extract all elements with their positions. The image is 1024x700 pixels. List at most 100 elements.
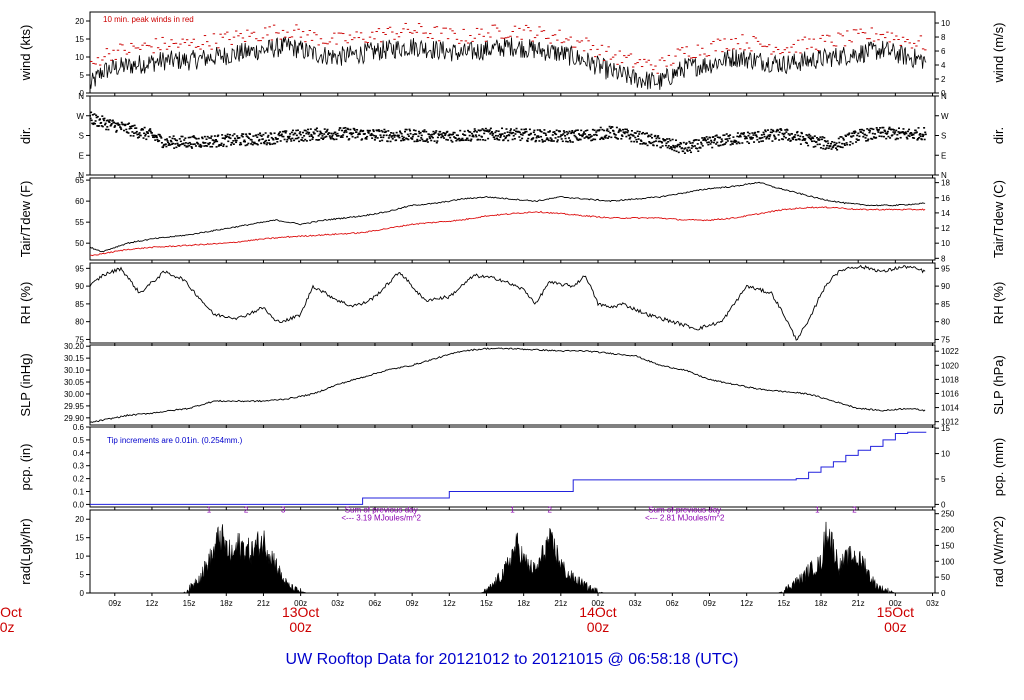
dir-point	[539, 130, 542, 133]
dir-point	[388, 134, 391, 136]
dir-point	[112, 121, 115, 124]
dir-point	[95, 114, 98, 117]
dir-point	[674, 145, 677, 147]
dir-point	[800, 132, 803, 135]
dir-point	[229, 137, 232, 140]
dir-point	[628, 134, 631, 137]
dir-point	[498, 139, 501, 141]
dir-point	[267, 139, 270, 142]
dir-point	[882, 135, 885, 138]
dir-point	[524, 130, 527, 133]
dir-point	[330, 132, 333, 135]
dir-point	[222, 145, 225, 148]
y-right-tick-label: 95	[941, 264, 950, 273]
dir-point	[613, 133, 616, 136]
dir-point	[541, 138, 544, 141]
dir-point	[709, 143, 712, 145]
dir-point	[172, 135, 175, 137]
dir-point	[899, 131, 902, 134]
dir-point	[250, 143, 253, 145]
dir-point	[172, 142, 175, 145]
dir-point	[788, 134, 791, 136]
dir-point	[803, 137, 806, 140]
dir-point	[841, 142, 844, 145]
dir-point	[584, 130, 587, 132]
dir-point	[233, 137, 236, 140]
dir-point	[482, 138, 485, 141]
dir-point	[231, 141, 234, 144]
dir-point	[430, 135, 433, 138]
dir-point	[661, 141, 664, 144]
dir-point	[725, 133, 728, 135]
dir-point	[254, 142, 257, 145]
y-axis-label-right: rad (W/m^2)	[991, 516, 1006, 587]
dir-point	[184, 142, 187, 144]
x-tick-label: 03z	[629, 599, 642, 608]
dir-point	[793, 136, 796, 138]
dir-point	[779, 128, 782, 130]
dir-point	[645, 132, 648, 135]
dir-point	[823, 136, 826, 139]
dir-point	[888, 126, 891, 129]
dir-point	[199, 143, 202, 146]
dir-point	[358, 132, 361, 135]
dir-point	[535, 136, 538, 139]
dir-point	[548, 130, 551, 132]
dir-point	[90, 119, 93, 122]
dir-point	[269, 143, 272, 146]
dir-point	[667, 140, 670, 143]
dir-point	[812, 137, 815, 140]
dir-point	[882, 126, 885, 129]
dir-point	[508, 131, 511, 134]
dir-point	[850, 136, 853, 138]
dir-point	[204, 142, 207, 144]
dir-point	[451, 133, 454, 136]
dir-point	[659, 146, 662, 149]
dir-point	[589, 136, 592, 138]
dir-point	[614, 134, 617, 136]
dir-point	[398, 130, 401, 133]
dir-point	[333, 138, 336, 141]
dir-point	[215, 139, 218, 141]
dir-point	[173, 138, 176, 140]
dir-point	[452, 131, 455, 134]
dir-point	[129, 125, 132, 128]
dir-point	[262, 141, 265, 144]
dir-point	[301, 131, 304, 134]
dir-point	[720, 138, 723, 140]
dir-point	[730, 140, 733, 143]
dir-point	[775, 130, 778, 133]
dir-point	[500, 133, 503, 136]
dir-point	[335, 138, 338, 141]
dir-point	[550, 140, 553, 142]
dir-point	[576, 129, 579, 131]
dir-point	[436, 140, 439, 142]
dir-point	[517, 130, 520, 133]
dir-point	[546, 138, 549, 141]
dir-point	[706, 141, 709, 144]
dir-point	[638, 133, 641, 135]
dir-point	[124, 124, 127, 127]
dir-point	[832, 146, 835, 148]
dir-point	[790, 133, 793, 135]
dir-point	[665, 142, 668, 145]
dir-point	[232, 140, 235, 142]
dir-point	[672, 144, 675, 147]
dir-point	[594, 138, 597, 141]
dir-point	[157, 133, 160, 136]
dir-point	[419, 139, 422, 142]
dir-point	[303, 129, 306, 132]
dir-point	[919, 135, 922, 138]
dir-point	[271, 137, 274, 140]
dir-point	[853, 132, 856, 135]
dir-point	[466, 137, 469, 140]
dir-point	[298, 140, 301, 143]
dir-point	[308, 131, 311, 134]
y-axis-label: pcp. (in)	[18, 444, 33, 491]
dir-point	[265, 143, 268, 146]
dir-point	[279, 131, 282, 133]
dir-point	[634, 136, 637, 139]
dir-point	[555, 129, 558, 132]
dir-point	[187, 142, 190, 145]
dir-point	[212, 143, 215, 145]
